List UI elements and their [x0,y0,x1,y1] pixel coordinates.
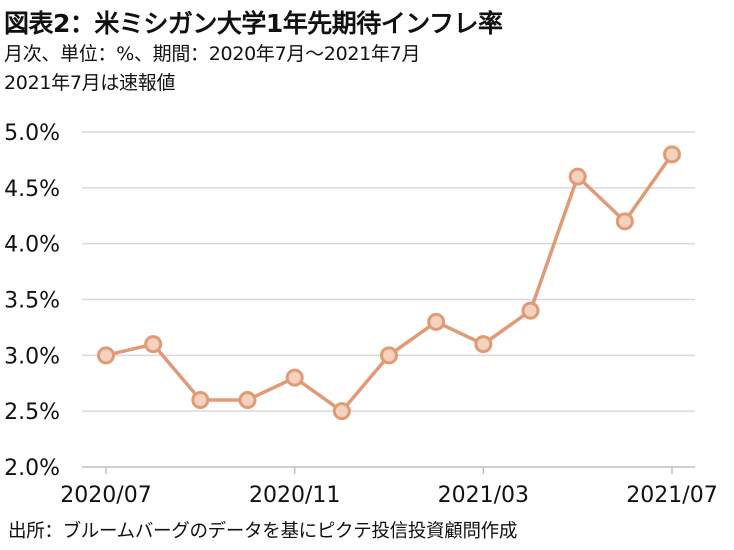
chart-subtitle-units-period: 月次、単位：%、期間：2020年7月～2021年7月 [4,43,421,65]
data-point [380,346,398,365]
y-tick-label: 2.5% [4,400,60,425]
y-tick-label: 4.5% [4,177,60,202]
y-tick-label: 5.0% [4,121,60,146]
data-point [568,167,587,186]
x-tick-label: 2020/07 [60,483,151,508]
data-point [427,312,446,331]
x-axis: 2020/07 2020/11 2021/03 2021/07 [60,466,718,508]
data-point [238,391,257,409]
data-point [474,335,493,354]
y-tick-label: 3.5% [4,289,60,314]
y-tick-label: 4.0% [4,233,60,258]
data-point [97,346,115,365]
line-chart: 2.0%2.5%3.0%3.5%4.0%4.5%5.0% 2020/07 2020… [4,121,718,508]
series-line [104,152,674,413]
data-point [144,335,163,354]
series-points [97,145,681,421]
data-point [285,368,304,387]
data-point [663,145,681,164]
y-axis-tick-labels: 2.0% 2.5% 3.0% 3.5% 4.0% 4.5% 5.0% [4,121,60,481]
series-line-path [104,152,674,413]
data-point [615,212,634,231]
data-point [521,301,540,320]
x-tick-label: 2020/11 [249,483,340,508]
data-point [332,402,351,421]
x-tick-label: 2021/07 [626,483,717,508]
chart-subtitle-preliminary-note: 2021年7月は速報値 [4,72,176,94]
chart-title: 図表2：米ミシガン大学1年先期待インフレ率 [4,9,503,38]
y-tick-label: 3.0% [4,344,60,369]
gridlines [82,131,695,412]
x-tick-label: 2021/03 [438,483,529,508]
source-note: 出所：ブルームバーグのデータを基にピクテ投信投資顧問作成 [8,521,518,542]
data-point [191,391,210,409]
y-tick-label: 2.0% [4,456,60,481]
